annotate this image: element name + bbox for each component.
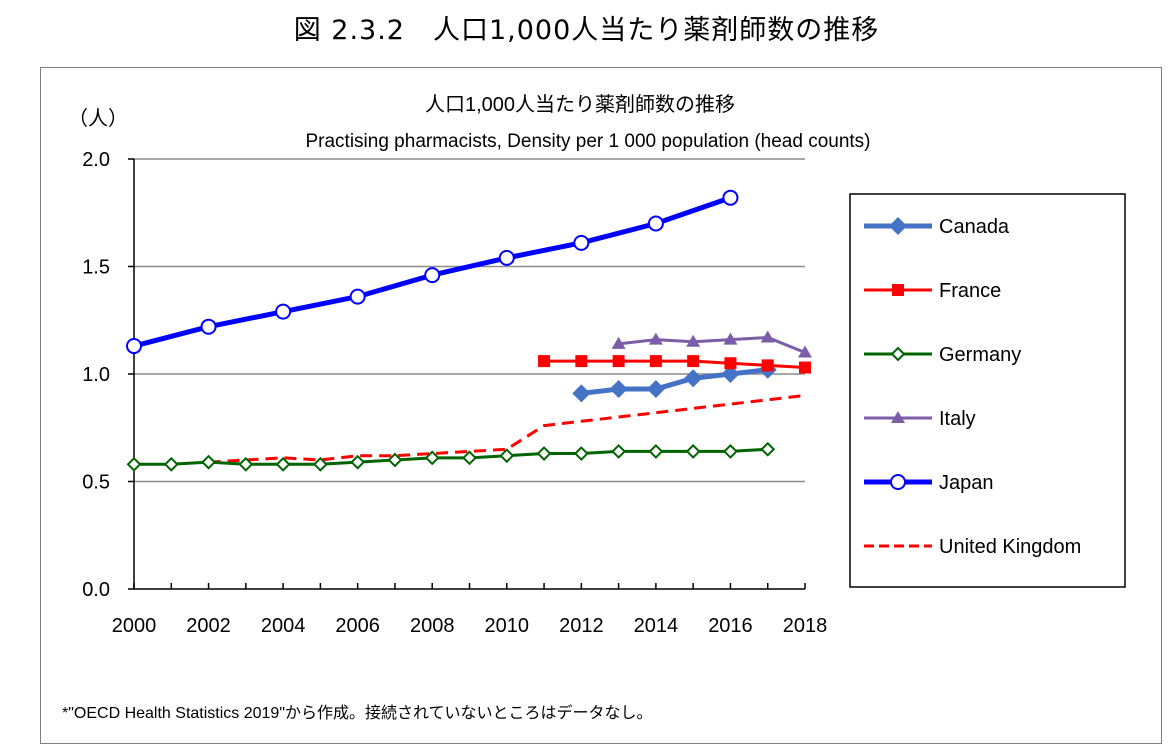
data-point xyxy=(126,338,142,355)
legend-marker xyxy=(892,284,904,296)
series-line xyxy=(134,447,768,466)
series-france xyxy=(538,355,811,374)
x-tick-label: 2008 xyxy=(410,615,455,637)
data-point xyxy=(538,355,551,368)
data-point xyxy=(723,443,738,459)
data-point xyxy=(686,334,701,347)
data-point xyxy=(648,443,664,459)
legend-label: Italy xyxy=(939,408,976,430)
y-axis-unit-label: （人） xyxy=(68,107,128,130)
y-tick-label: 2.0 xyxy=(82,149,110,171)
figure-title: 図 2.3.2 人口1,000人当たり薬剤師数の推移 xyxy=(293,15,880,46)
legend-item: United Kingdom xyxy=(864,536,1081,558)
data-point xyxy=(649,355,662,368)
data-point xyxy=(349,288,366,305)
data-point xyxy=(687,355,700,368)
x-tick-label: 2004 xyxy=(261,615,306,637)
y-tick-label: 1.0 xyxy=(82,364,110,386)
legend-label: United Kingdom xyxy=(939,536,1081,558)
data-point xyxy=(573,446,589,461)
data-point xyxy=(760,441,776,457)
legend-label: France xyxy=(939,280,1001,302)
x-tick-label: 2012 xyxy=(559,615,604,637)
legend-label: Germany xyxy=(939,344,1021,366)
data-point xyxy=(761,359,774,372)
data-point xyxy=(721,365,740,383)
data-point xyxy=(499,448,515,464)
footnote: *"OECD Health Statistics 2019"から作成。接続されて… xyxy=(62,703,653,722)
legend-marker xyxy=(889,217,907,235)
data-point xyxy=(723,332,738,345)
series-canada xyxy=(572,360,777,403)
data-point xyxy=(646,380,665,399)
x-tick-label: 2010 xyxy=(485,615,530,637)
legend-item: France xyxy=(864,280,1001,302)
chart-frame xyxy=(40,67,1162,744)
data-point xyxy=(798,345,812,358)
x-tick-label: 2006 xyxy=(335,615,380,637)
data-point xyxy=(163,456,179,472)
data-point xyxy=(684,369,703,388)
series-united-kingdom xyxy=(208,394,806,464)
data-point xyxy=(685,443,701,459)
data-point xyxy=(611,443,627,459)
data-point xyxy=(275,303,292,320)
legend-item: Italy xyxy=(864,408,976,430)
series-germany xyxy=(126,441,776,472)
series-italy xyxy=(611,330,812,358)
data-point xyxy=(126,456,142,472)
y-tick-label: 0.5 xyxy=(82,472,110,494)
data-point xyxy=(498,249,515,266)
data-point xyxy=(350,454,366,470)
data-point xyxy=(572,384,591,403)
data-point xyxy=(312,456,328,472)
legend-label: Japan xyxy=(939,472,994,494)
data-point xyxy=(612,355,625,368)
y-tick-label: 1.5 xyxy=(82,257,110,279)
data-point xyxy=(648,332,663,345)
series-japan xyxy=(126,189,739,355)
x-tick-label: 2000 xyxy=(112,615,157,637)
data-point xyxy=(575,355,588,368)
data-point xyxy=(611,336,626,349)
data-point xyxy=(238,456,254,472)
data-point xyxy=(724,357,737,370)
series-line xyxy=(581,367,769,396)
data-point xyxy=(609,380,628,399)
chart-subtitle: Practising pharmacists, Density per 1 00… xyxy=(305,131,870,152)
x-tick-label: 2014 xyxy=(634,615,679,637)
series-line xyxy=(544,359,806,370)
x-tick-label: 2018 xyxy=(783,615,828,637)
data-point xyxy=(200,318,217,335)
data-point xyxy=(573,234,590,251)
legend-item: Germany xyxy=(864,344,1021,366)
data-point xyxy=(424,267,441,284)
data-point xyxy=(536,446,552,461)
chart-title: 人口1,000人当たり薬剤師数の推移 xyxy=(425,93,735,116)
legend-item: Canada xyxy=(864,216,1010,238)
data-point xyxy=(387,452,403,468)
data-point xyxy=(799,361,811,374)
data-point xyxy=(424,450,440,466)
data-point xyxy=(722,189,739,206)
data-point xyxy=(760,330,775,343)
x-tick-label: 2016 xyxy=(708,615,753,637)
legend-marker xyxy=(890,474,906,490)
legend-box xyxy=(849,193,1126,588)
data-point xyxy=(462,450,477,466)
legend-label: Canada xyxy=(939,216,1010,238)
data-point xyxy=(647,215,664,232)
legend-item: Japan xyxy=(864,472,994,494)
series-line xyxy=(618,335,806,354)
legend-marker xyxy=(891,411,905,423)
data-point xyxy=(201,454,216,470)
y-tick-label: 0.0 xyxy=(82,579,110,601)
data-point xyxy=(275,456,291,472)
series-line xyxy=(208,394,806,464)
x-tick-label: 2002 xyxy=(186,615,231,637)
legend-marker xyxy=(890,346,906,362)
